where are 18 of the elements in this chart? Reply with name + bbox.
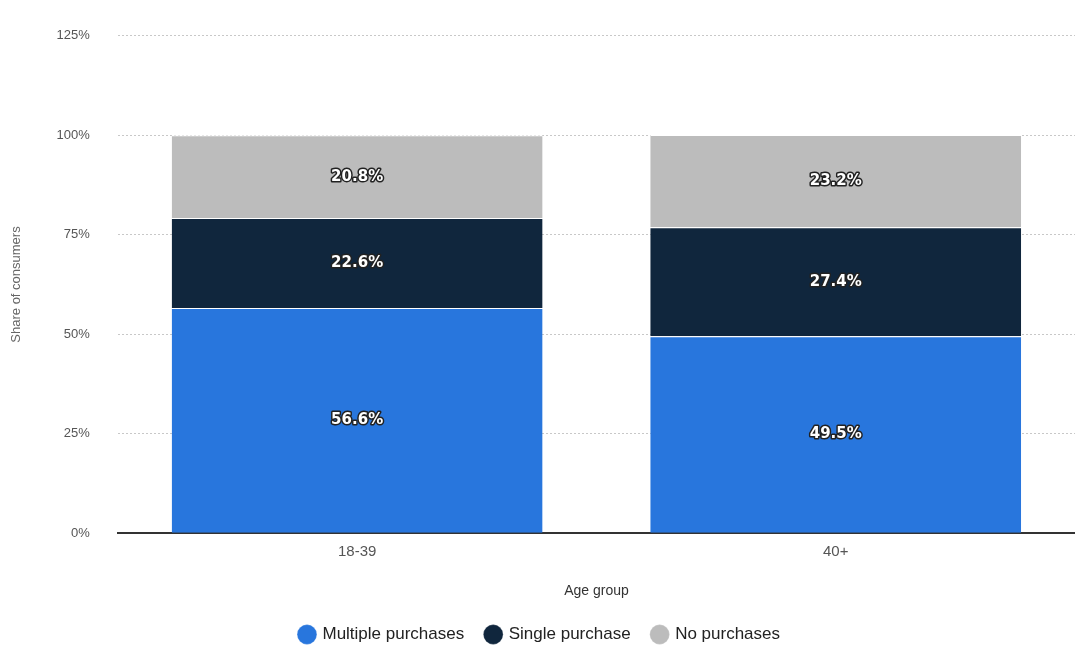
legend-label: Multiple purchases xyxy=(322,624,465,644)
x-tick-label: 18-39 xyxy=(337,542,377,560)
y-tick-label: 50% xyxy=(63,325,91,341)
y-tick-label: 0% xyxy=(71,524,91,540)
y-tick-label: 125% xyxy=(56,27,91,43)
legend-label: Single purchase xyxy=(508,624,631,644)
text: 22.6% xyxy=(331,252,384,271)
x-tick-label: 40+ xyxy=(822,542,849,560)
y-axis-title: Share of consumers xyxy=(8,225,24,343)
y-tick-label: 25% xyxy=(63,425,91,441)
legend-label: No purchases xyxy=(675,624,781,644)
y-tick-label: 75% xyxy=(63,226,91,242)
text: 49.5% xyxy=(809,424,862,443)
y-tick-label: 100% xyxy=(56,126,91,142)
text: 20.8% xyxy=(331,166,384,185)
x-axis-title: Age group xyxy=(564,582,629,599)
text: 27.4% xyxy=(809,271,862,290)
text: 56.6% xyxy=(331,410,384,429)
